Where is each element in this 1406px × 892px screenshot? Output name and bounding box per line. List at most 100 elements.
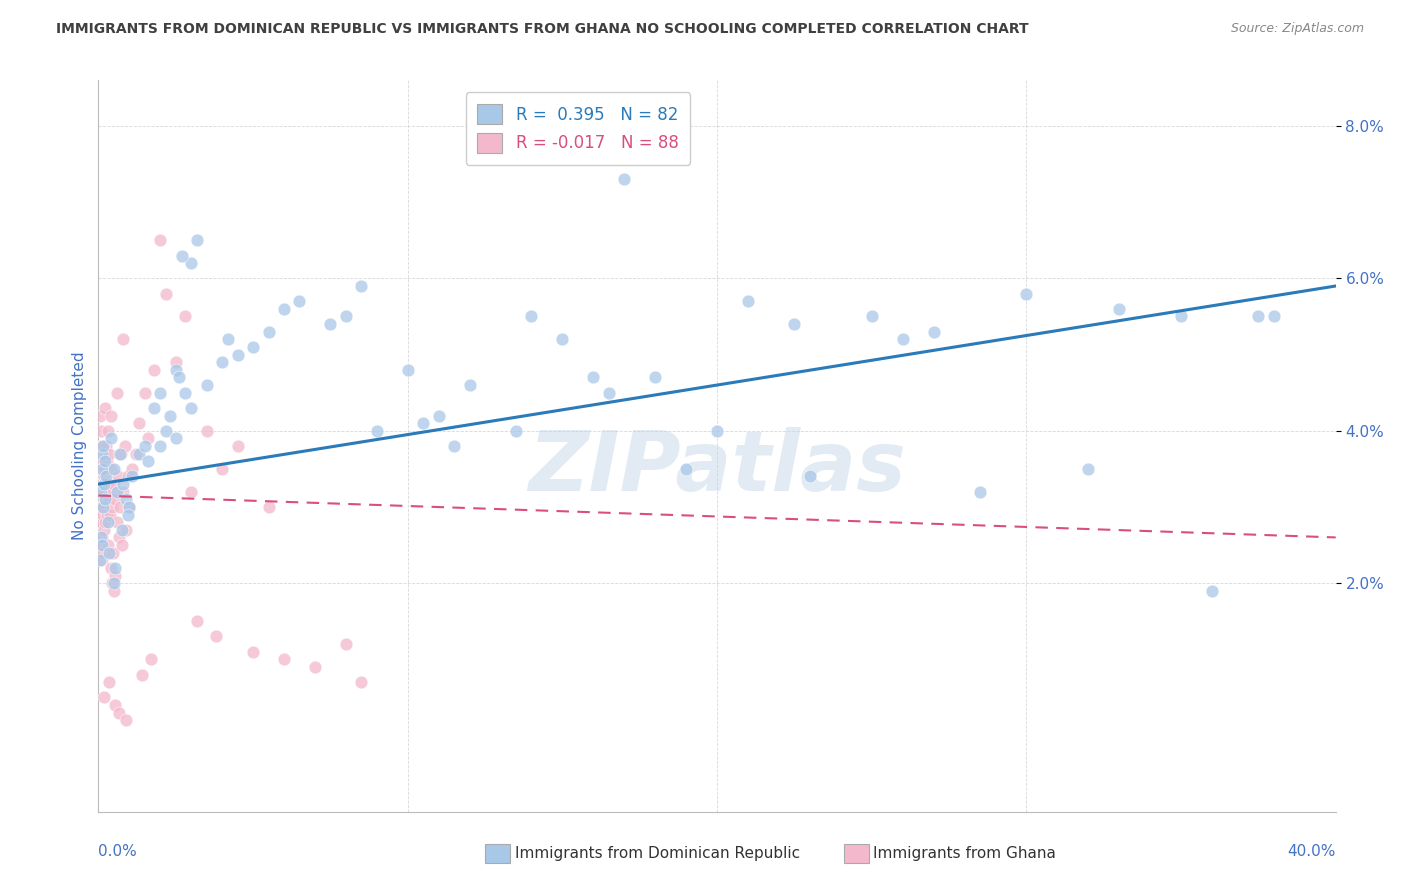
Point xyxy=(100,561,122,575)
Point xyxy=(149,233,172,247)
Point xyxy=(100,431,122,445)
Point xyxy=(91,462,114,476)
Point xyxy=(1263,310,1285,324)
Point xyxy=(104,568,127,582)
Y-axis label: No Schooling Completed: No Schooling Completed xyxy=(72,351,87,541)
Point xyxy=(91,439,114,453)
Point xyxy=(105,484,128,499)
Point xyxy=(112,332,135,346)
Point xyxy=(1170,310,1192,324)
Point xyxy=(174,385,197,400)
Point xyxy=(121,462,143,476)
Point xyxy=(107,530,129,544)
Point xyxy=(134,439,156,453)
Point xyxy=(155,286,177,301)
Point xyxy=(443,439,465,453)
Point xyxy=(97,675,120,690)
Point xyxy=(180,256,202,270)
Point xyxy=(89,538,111,552)
Point xyxy=(108,500,131,514)
Point xyxy=(93,454,115,468)
Point xyxy=(505,424,527,438)
Point xyxy=(105,385,128,400)
Point xyxy=(90,484,112,499)
Point xyxy=(93,492,115,507)
Point xyxy=(257,325,280,339)
Point xyxy=(118,500,141,514)
Text: 40.0%: 40.0% xyxy=(1288,845,1336,859)
Point xyxy=(97,477,120,491)
Point xyxy=(96,469,118,483)
Point xyxy=(100,462,122,476)
Point xyxy=(128,447,150,461)
Text: Source: ZipAtlas.com: Source: ZipAtlas.com xyxy=(1230,22,1364,36)
Point xyxy=(97,538,120,552)
Point xyxy=(98,508,121,522)
Point xyxy=(89,439,111,453)
Point xyxy=(90,500,112,514)
Point xyxy=(124,447,146,461)
Point xyxy=(103,698,125,712)
Point xyxy=(90,484,112,499)
Point xyxy=(103,546,125,560)
Point xyxy=(149,385,172,400)
Point xyxy=(860,310,883,324)
Point xyxy=(211,355,233,369)
Point xyxy=(90,515,112,529)
Point xyxy=(412,416,434,430)
Point xyxy=(96,439,118,453)
Point xyxy=(644,370,666,384)
Text: 0.0%: 0.0% xyxy=(98,845,138,859)
Point xyxy=(242,645,264,659)
Point xyxy=(366,424,388,438)
Point xyxy=(257,500,280,514)
Point xyxy=(100,409,122,423)
Point xyxy=(1247,310,1270,324)
Point xyxy=(136,431,159,445)
Point xyxy=(98,492,121,507)
Point xyxy=(93,447,115,461)
Point xyxy=(288,294,311,309)
Point xyxy=(165,363,187,377)
Point xyxy=(97,424,120,438)
Point xyxy=(273,301,295,316)
Point xyxy=(93,469,115,483)
Point xyxy=(96,484,118,499)
Point xyxy=(1201,583,1223,598)
Point xyxy=(551,332,574,346)
Point xyxy=(118,500,141,514)
Point xyxy=(165,355,187,369)
Point xyxy=(91,546,114,560)
Point xyxy=(98,546,121,560)
Point xyxy=(155,424,177,438)
Point xyxy=(799,469,821,483)
Point xyxy=(90,538,112,552)
Point xyxy=(226,348,249,362)
Point xyxy=(170,248,193,262)
Point xyxy=(891,332,914,346)
Point xyxy=(93,492,115,507)
Point xyxy=(520,310,543,324)
Point xyxy=(217,332,239,346)
Point xyxy=(91,508,114,522)
Point xyxy=(396,363,419,377)
Point xyxy=(598,385,620,400)
Point xyxy=(186,614,208,628)
Point xyxy=(103,477,125,491)
Point xyxy=(335,637,357,651)
Legend: R =  0.395   N = 82, R = -0.017   N = 88: R = 0.395 N = 82, R = -0.017 N = 88 xyxy=(465,92,690,165)
Point xyxy=(186,233,208,247)
Point xyxy=(100,484,122,499)
Point xyxy=(103,576,125,591)
Point xyxy=(91,439,114,453)
Point xyxy=(91,500,114,514)
Point xyxy=(458,378,481,392)
Point xyxy=(90,424,112,438)
Point xyxy=(304,660,326,674)
Point xyxy=(180,484,202,499)
Point xyxy=(205,630,228,644)
Point xyxy=(165,431,187,445)
Point xyxy=(108,706,131,720)
Point xyxy=(93,523,115,537)
Point xyxy=(1108,301,1130,316)
